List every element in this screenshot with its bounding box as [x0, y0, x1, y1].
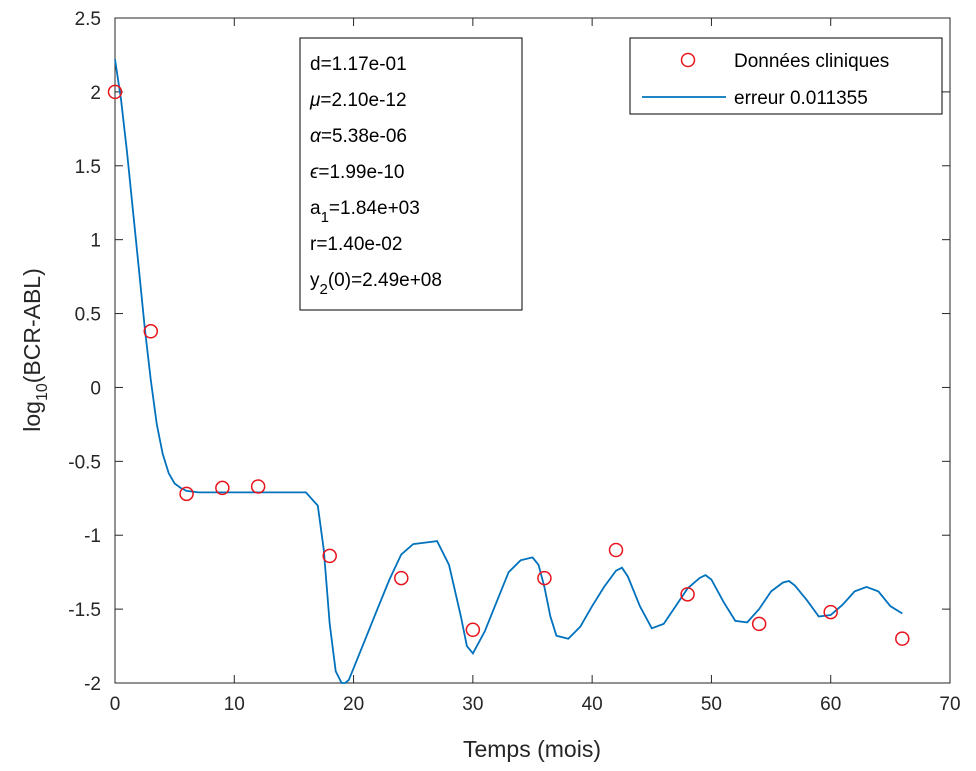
parameter-box-frame: [299, 37, 523, 311]
y-tick-label: 0: [90, 378, 101, 399]
x-axis-title: Temps (mois): [463, 736, 601, 762]
legend-frame: [629, 37, 943, 115]
data-point: [322, 548, 337, 564]
x-tick-label: 40: [582, 694, 603, 715]
x-tick-label: 30: [462, 694, 483, 715]
parameter-line: r=1.40e-02: [310, 234, 402, 255]
data-point: [823, 604, 838, 620]
parameter-line: y2(0)=2.49e+08: [310, 270, 442, 298]
y-axis-title-main: log: [19, 401, 45, 432]
data-point: [895, 631, 910, 646]
y-tick-label: 2: [90, 83, 101, 104]
y-tick-label: -2: [84, 674, 101, 695]
data-point: [608, 542, 624, 558]
parameter-line: ϵ=1.99e-10: [310, 162, 405, 183]
y-tick-label: -0.5: [68, 452, 101, 473]
y-tick-label: 2.5: [75, 9, 101, 30]
data-point: [537, 570, 552, 586]
x-axis: 0 10 20 30 40 50 60 70: [110, 18, 961, 715]
x-tick-label: 60: [820, 694, 841, 715]
data-point: [680, 587, 695, 602]
legend-label-donnees: Données cliniques: [734, 51, 889, 72]
data-point: [751, 616, 767, 632]
legend: Données cliniques erreur 0.011355: [629, 37, 943, 115]
x-tick-label: 20: [343, 694, 364, 715]
parameter-line: μ=2.10e-12: [309, 90, 407, 111]
data-point: [215, 480, 230, 496]
y-axis-title-sub: 10: [34, 383, 51, 401]
parameter-lines: d=1.17e-01 μ=2.10e-12 α=5.38e-06 ϵ=1.99e-10…: [309, 54, 442, 298]
parameter-line: d=1.17e-01: [310, 54, 407, 75]
x-tick-label: 10: [224, 694, 245, 715]
y-tick-label: -1.5: [68, 600, 101, 621]
legend-label-erreur: erreur 0.011355: [734, 88, 868, 109]
series-markers-donnees: [107, 84, 910, 646]
data-point: [394, 570, 409, 586]
y-tick-label: 0.5: [75, 305, 101, 326]
y-tick-label: 1: [90, 231, 101, 252]
series-line-erreur: [114, 59, 903, 684]
data-point: [143, 324, 159, 339]
data-point: [179, 486, 194, 502]
plot-frame: [114, 17, 951, 684]
y-axis-title-rest: (BCR-ABL): [19, 268, 45, 383]
parameter-box: d=1.17e-01 μ=2.10e-12 α=5.38e-06 ϵ=1.99e-10…: [299, 37, 523, 311]
data-point: [250, 479, 266, 494]
x-tick-label: 0: [110, 694, 121, 715]
y-tick-label: -1: [84, 526, 101, 547]
x-tick-label: 70: [939, 694, 960, 715]
x-tick-label: 50: [701, 694, 722, 715]
y-axis-title: log10(BCR-ABL): [19, 268, 51, 432]
data-point: [465, 622, 481, 638]
data-point: [107, 84, 123, 100]
y-axis: -2 -1.5 -1 -0.5 0 0.5 1 1.5 2 2.5: [68, 9, 950, 695]
plot-area: 0 10 20 30 40 50 60 70 -2 -1.5 -1 -0.5 0 0.5 1 1.5 2 2.5: [68, 9, 960, 715]
legend-marker-icon: [680, 52, 696, 68]
parameter-line: α=5.38e-06: [310, 126, 407, 147]
y-tick-label: 1.5: [75, 157, 101, 178]
parameter-line: a1=1.84e+03: [310, 198, 420, 226]
